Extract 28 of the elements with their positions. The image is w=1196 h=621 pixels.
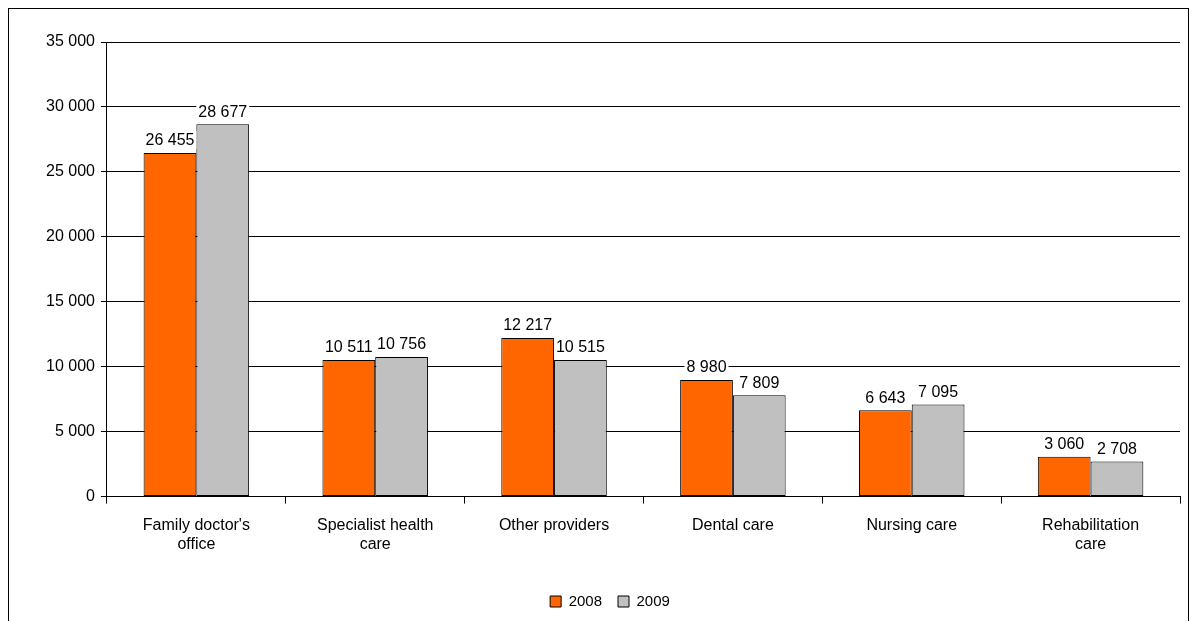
y-tick-label: 10 000 [46, 357, 96, 375]
x-tick-label: Specialist health care [316, 515, 434, 552]
data-label: 6 643 [865, 388, 906, 406]
y-tick-label: 30 000 [46, 97, 96, 115]
data-label: 12 217 [503, 316, 553, 334]
y-tick-label: 35 000 [46, 32, 96, 50]
data-label: 10 515 [555, 338, 605, 356]
data-label: 7 095 [918, 382, 959, 400]
data-label: 2 708 [1096, 439, 1138, 457]
y-tick-label: 5 000 [54, 422, 96, 440]
data-label: 3 060 [1044, 435, 1085, 453]
data-label: 10 511 [324, 338, 373, 356]
x-tick-label: Nursing care [866, 515, 958, 533]
data-label: 7 809 [739, 373, 780, 391]
data-label: 10 756 [377, 335, 427, 353]
y-tick-label: 0 [86, 487, 96, 505]
x-tick-label: Family doctor's office [142, 515, 250, 552]
data-label: 26 455 [145, 131, 195, 149]
y-tick-label: 20 000 [46, 227, 96, 245]
data-label: 8 980 [686, 358, 727, 376]
y-tick-label: 15 000 [46, 292, 96, 310]
legend-label: 2009 [636, 591, 670, 609]
x-tick-label: Other providers [498, 515, 610, 533]
legend-label: 2008 [568, 591, 603, 609]
data-label: 28 677 [198, 102, 248, 120]
x-tick-label: Dental care [691, 515, 774, 533]
x-tick-label: Rehabilitation care [1042, 515, 1140, 552]
y-tick-label: 25 000 [46, 162, 96, 180]
